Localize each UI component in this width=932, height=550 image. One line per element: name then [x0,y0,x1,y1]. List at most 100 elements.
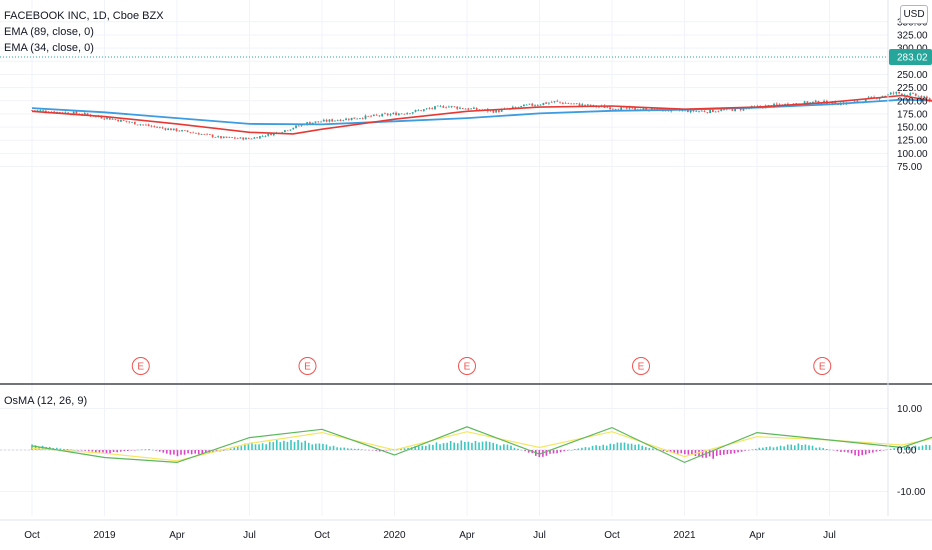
osma-bar [825,449,828,450]
candle-body [584,104,586,106]
earnings-markers[interactable]: EEEEEEEEEEE [131,357,932,375]
price-tick-label: 125.00 [897,136,928,147]
candle-body [553,101,556,103]
candle-body [125,120,128,122]
candle-body [856,100,859,103]
osma-bar [417,446,420,450]
candle-body [395,112,397,116]
time-tick-label: Jul [533,530,546,541]
candle-body [428,108,431,109]
candle-body [720,109,723,112]
candle-body [370,115,372,117]
candle-body [228,137,231,138]
osma-bar [102,450,104,453]
osma-bar [545,450,548,456]
candle-body [834,101,837,105]
currency-button[interactable]: USD [900,5,928,24]
osma-bar [492,442,495,450]
candle-body [414,110,417,112]
candle-body [425,108,428,110]
osma-bar [357,448,360,450]
osma-bar [921,445,924,450]
candle-body [906,95,909,96]
candle-body [731,109,734,111]
osma-bar [98,450,101,453]
osma-bar [499,445,502,450]
osma-bar [641,445,644,450]
candle-body [172,128,175,131]
candle-body [611,108,614,110]
candle-body [372,114,375,117]
osma-bar [928,445,931,450]
candle-body [253,137,256,139]
candle-body [406,113,409,115]
candle-body [589,104,592,107]
price-tick-label: 175.00 [897,109,928,120]
osma-bar [556,450,558,454]
osma-bar [84,450,87,451]
candle-body [734,107,737,112]
candle-body [350,117,353,121]
osma-bar [584,447,587,450]
osma-bar [801,445,803,450]
osma-bar [87,450,90,452]
osma-bar [329,446,331,450]
candle-body [128,121,131,123]
osma-bar [63,448,65,450]
candle-body [142,124,145,126]
osma-bar [265,444,267,450]
earnings-marker[interactable]: E [632,357,650,375]
osma-bar [815,447,817,450]
candle-body [131,122,133,123]
osma-bar [322,443,324,450]
candle-body [450,105,453,107]
osma-bar [840,450,842,452]
candle-body [400,113,403,115]
drawings[interactable] [0,14,932,69]
candle-body [250,138,253,140]
candle-body [453,106,456,108]
osma-bar [811,445,814,450]
osma-bar [818,447,821,450]
candle-body [442,106,445,108]
indicator-ema89-label: EMA (89, close, 0) [4,26,94,38]
candle-body [345,118,347,121]
osma-bar [435,442,438,450]
osma-bar [421,445,424,450]
osma-bar [595,445,597,450]
candle-body [531,103,534,106]
candle-body [742,107,745,111]
osma-bar [517,448,519,450]
earnings-marker[interactable]: E [458,357,476,375]
osma-bar [488,441,491,450]
osma-bar [754,448,757,450]
candle-body [578,103,581,107]
osma-bar [634,444,636,450]
osma-bar [850,450,853,454]
osma-bar [804,444,807,450]
osma-bar [868,450,871,454]
osma-bar [183,450,186,455]
candle-body [247,138,250,139]
candle-body [723,109,725,111]
osma-bar [879,450,881,451]
time-tick-label: 2021 [673,530,696,541]
earnings-marker[interactable]: E [131,357,150,375]
osma-bar [272,442,275,450]
candle-body [548,102,550,104]
price-tick-label: 150.00 [897,123,928,134]
osma-bar [712,450,714,459]
osma-tick-label: -10.00 [897,487,926,498]
candle-body [309,122,311,124]
candle-body [873,96,875,98]
candle-body [525,104,528,106]
candle-body [386,113,389,116]
osma-bar [875,450,878,452]
osma-bar [740,450,743,452]
candle-body [436,105,439,107]
earnings-marker[interactable]: E [813,357,832,375]
candle-body [812,101,814,103]
earnings-marker[interactable]: E [298,357,317,375]
